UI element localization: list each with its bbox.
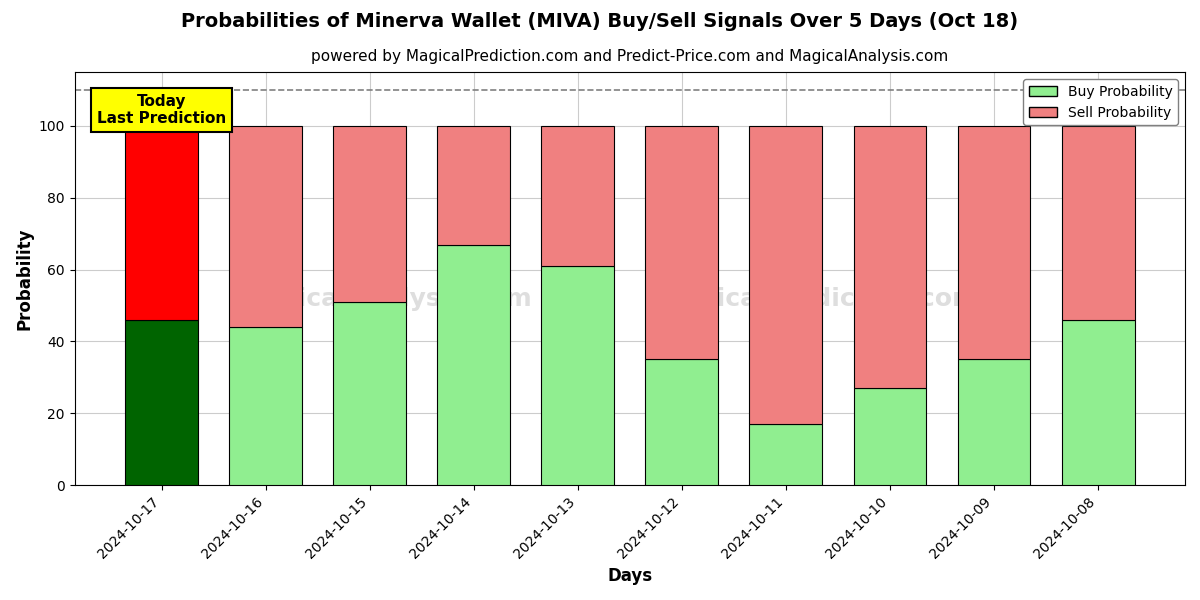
Bar (646, 126, 719, 359)
Text: MagicalAnalysis.com: MagicalAnalysis.com (239, 287, 533, 311)
Bar (125, 126, 198, 320)
Text: MagicalPrediction.com: MagicalPrediction.com (658, 287, 979, 311)
Bar (1062, 320, 1134, 485)
Bar (853, 388, 926, 485)
Bar (646, 359, 719, 485)
Bar (853, 126, 926, 388)
Bar (958, 359, 1031, 485)
Bar (125, 320, 198, 485)
Bar (437, 126, 510, 245)
Bar (1062, 126, 1134, 320)
Bar (750, 424, 822, 485)
Bar (750, 126, 822, 424)
Bar (334, 126, 406, 302)
Bar (437, 245, 510, 485)
Bar (541, 266, 614, 485)
Legend: Buy Probability, Sell Probability: Buy Probability, Sell Probability (1024, 79, 1178, 125)
Title: powered by MagicalPrediction.com and Predict-Price.com and MagicalAnalysis.com: powered by MagicalPrediction.com and Pre… (311, 49, 948, 64)
Bar (541, 126, 614, 266)
Bar (229, 327, 302, 485)
Text: Today
Last Prediction: Today Last Prediction (97, 94, 226, 126)
Y-axis label: Probability: Probability (16, 227, 34, 330)
X-axis label: Days: Days (607, 567, 653, 585)
Text: Probabilities of Minerva Wallet (MIVA) Buy/Sell Signals Over 5 Days (Oct 18): Probabilities of Minerva Wallet (MIVA) B… (181, 12, 1019, 31)
Bar (229, 126, 302, 327)
Bar (334, 302, 406, 485)
Bar (958, 126, 1031, 359)
